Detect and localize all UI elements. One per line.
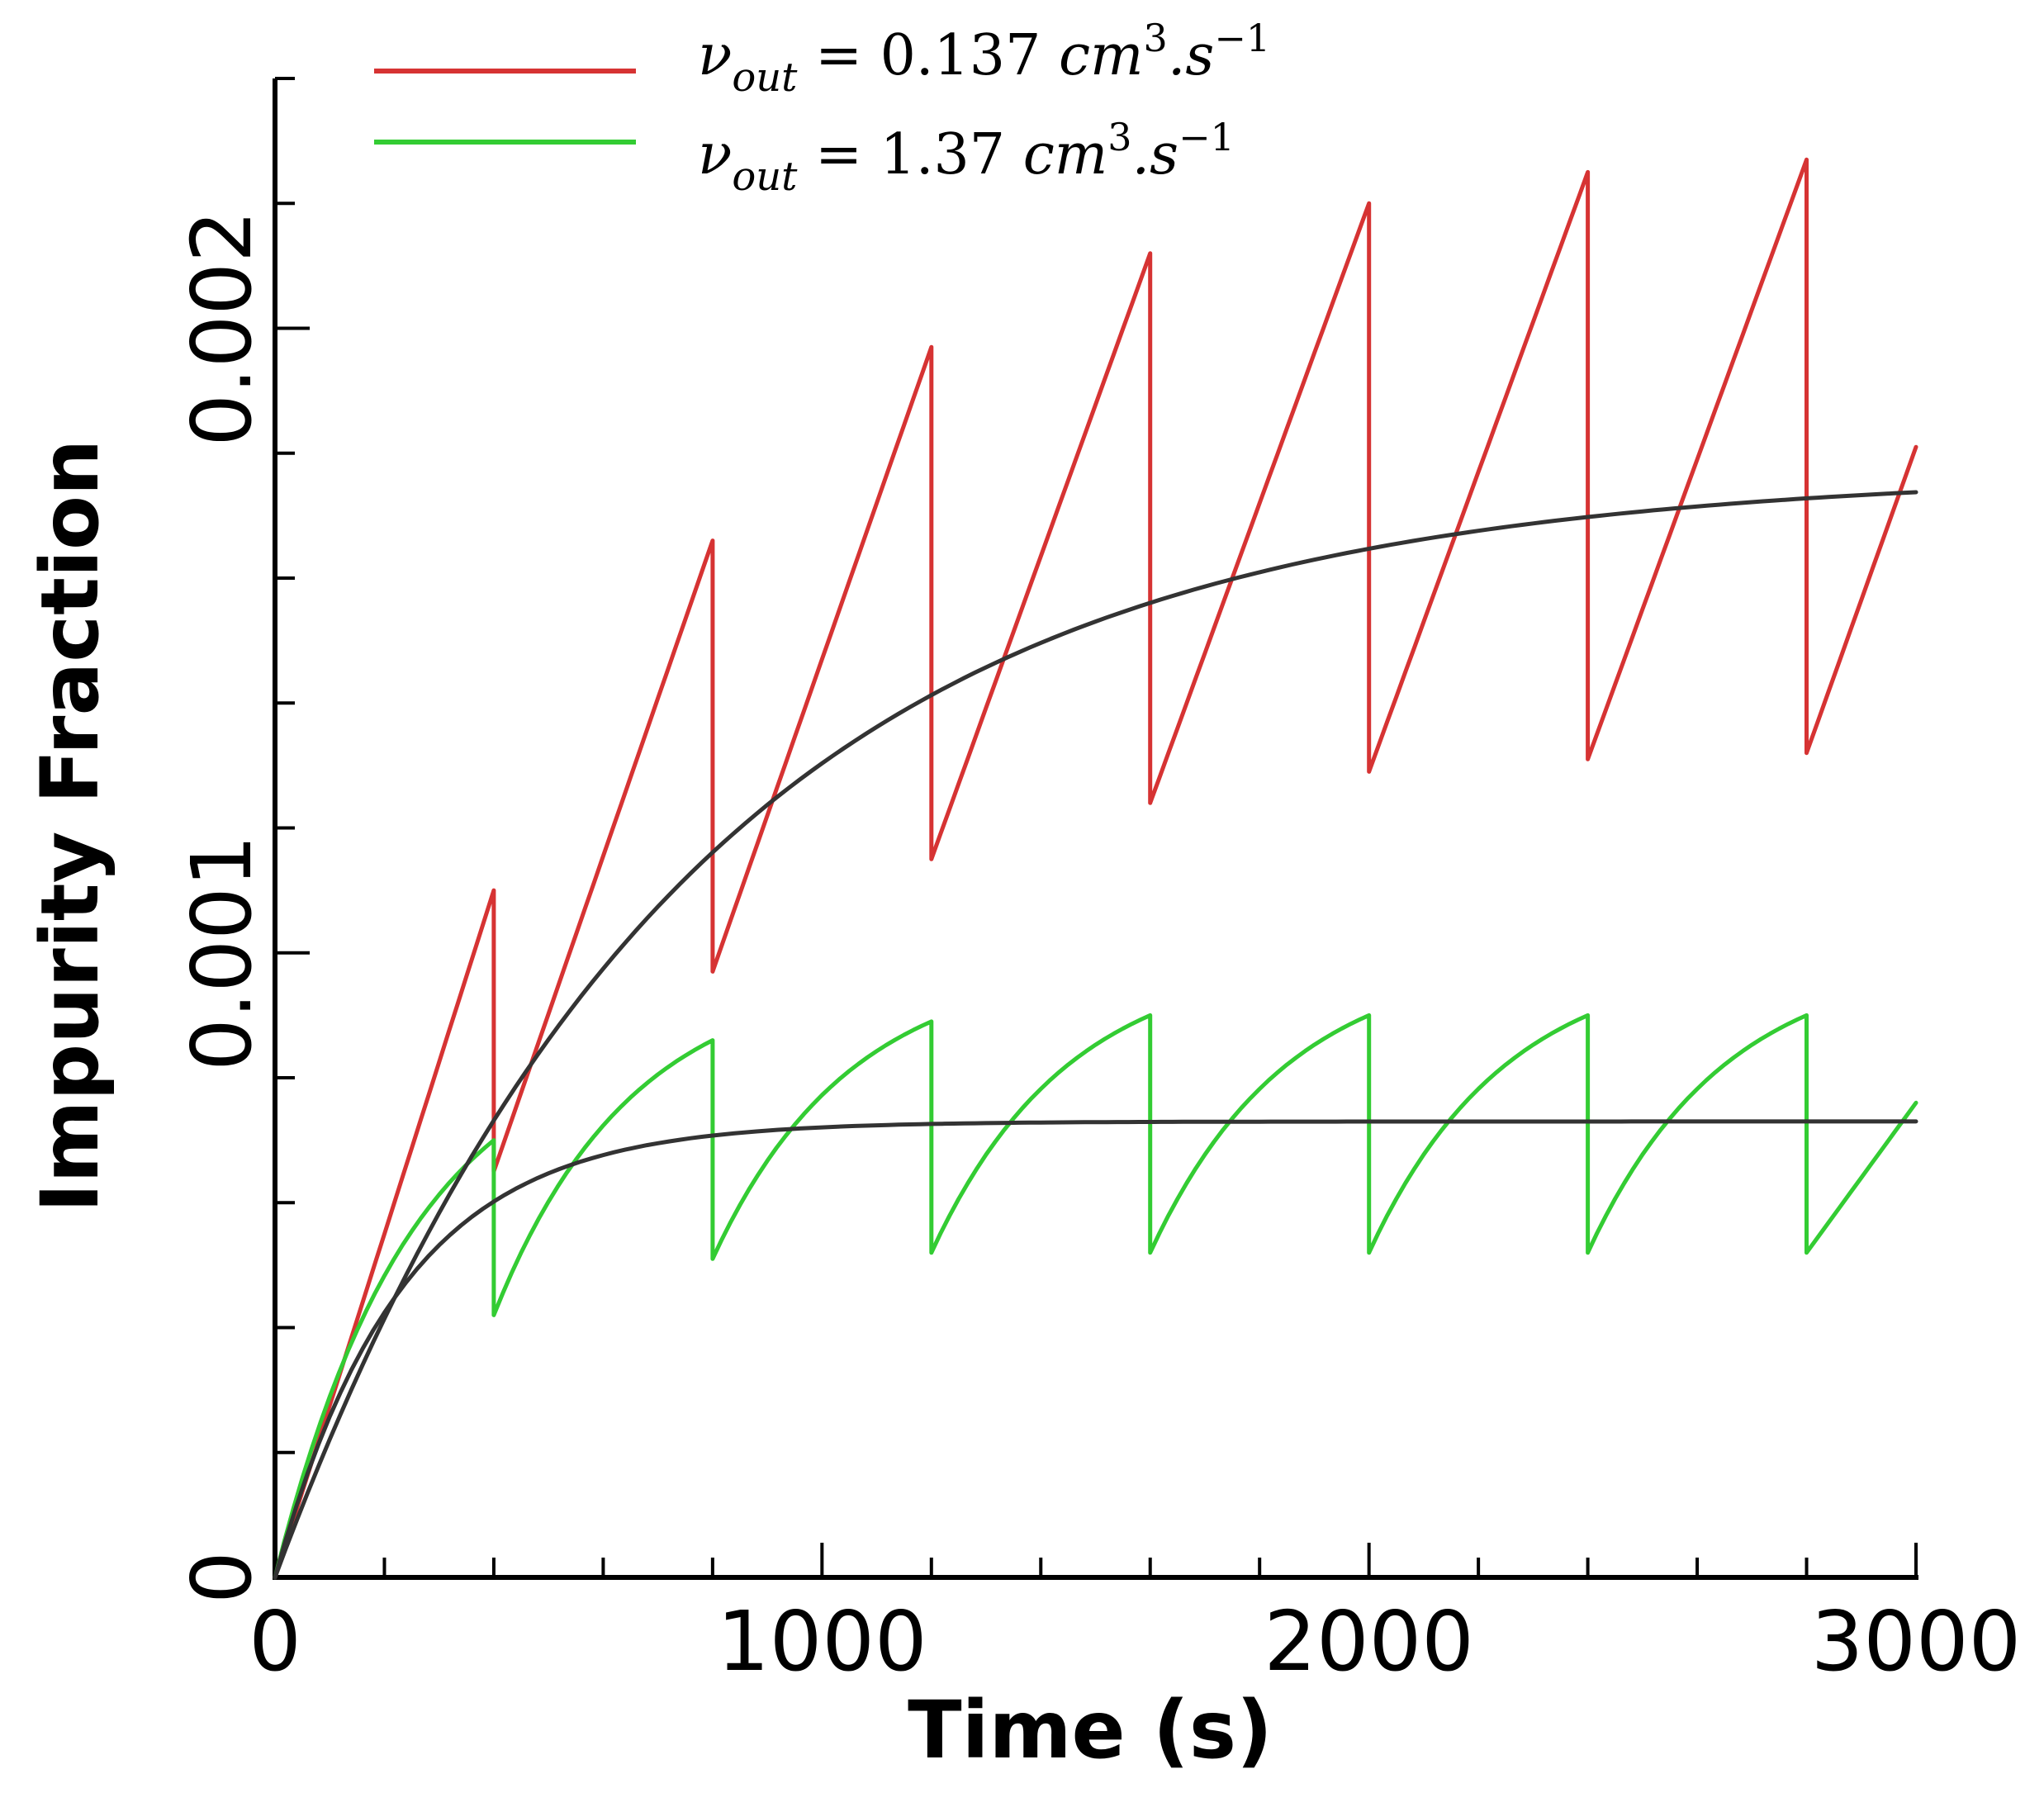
legend: νout = 0.137 cm3.s−1 νout = 1.37 cm3.s−1	[374, 16, 1270, 200]
series-line-2	[273, 1013, 1918, 1580]
y-tick-label: 0.002	[173, 210, 270, 446]
x-ticks: 0 1000 2000 3000	[249, 1543, 2021, 1690]
y-tick-label: 0	[173, 1551, 270, 1604]
y-ticks: 0 0.001 0.002	[173, 77, 310, 1604]
legend-label-red: νout = 0.137 cm3.s−1	[698, 16, 1270, 101]
y-axis-title: Impurity Fraction	[24, 439, 116, 1213]
series-line-4	[273, 1119, 1918, 1580]
axes: 0 1000 2000 3000 0 0.001 0.002	[173, 77, 2021, 1690]
x-tick-label: 3000	[1811, 1593, 2022, 1690]
series-line-1	[273, 157, 1918, 1580]
series-line-3	[273, 490, 1918, 1580]
legend-label-green: νout = 1.37 cm3.s−1	[698, 115, 1235, 200]
y-tick-label: 0.001	[173, 835, 270, 1071]
x-tick-label: 2000	[1264, 1593, 1474, 1690]
x-axis-title: Time (s)	[908, 1684, 1273, 1776]
x-tick-label: 0	[249, 1593, 301, 1690]
x-tick-label: 1000	[717, 1593, 927, 1690]
series-layer	[273, 157, 1918, 1580]
